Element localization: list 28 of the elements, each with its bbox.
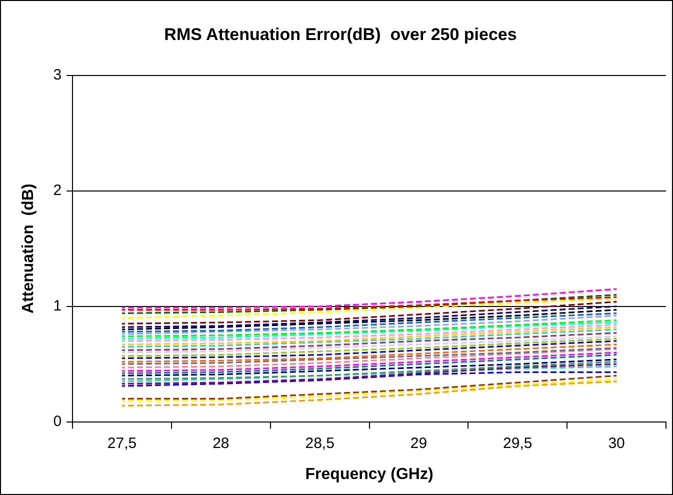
x-tick-label: 30 — [608, 434, 625, 452]
y-tick-label: 3 — [53, 66, 62, 84]
line-series — [121, 288, 618, 308]
y-tick-label: 0 — [53, 412, 62, 430]
y-axis-title: Attenuation (dB) — [20, 184, 38, 314]
line-series — [121, 332, 618, 352]
line-series — [121, 358, 618, 376]
x-axis-title: Frequency (GHz) — [305, 466, 434, 483]
x-tick-label: 29,5 — [503, 434, 532, 452]
line-series — [121, 360, 618, 380]
y-tick-label: 1 — [53, 297, 62, 314]
line-series — [121, 297, 618, 319]
line-series — [121, 380, 618, 406]
line-series — [121, 306, 618, 328]
line-series — [121, 348, 618, 368]
line-series — [121, 371, 618, 387]
x-tick-label: 29 — [410, 434, 428, 452]
line-series — [121, 347, 618, 365]
line-series — [121, 336, 618, 354]
y-tick-label: 2 — [53, 182, 62, 200]
chart-title: RMS Attenuation Error(dB) over 250 pieces — [164, 24, 517, 44]
line-series — [121, 294, 618, 314]
x-tick-label: 28 — [212, 434, 230, 452]
x-tick-label: 27,5 — [107, 434, 137, 452]
x-tick-label: 28,5 — [305, 434, 334, 452]
line-series — [121, 296, 618, 311]
line-series — [121, 300, 618, 324]
line-series — [121, 344, 618, 363]
